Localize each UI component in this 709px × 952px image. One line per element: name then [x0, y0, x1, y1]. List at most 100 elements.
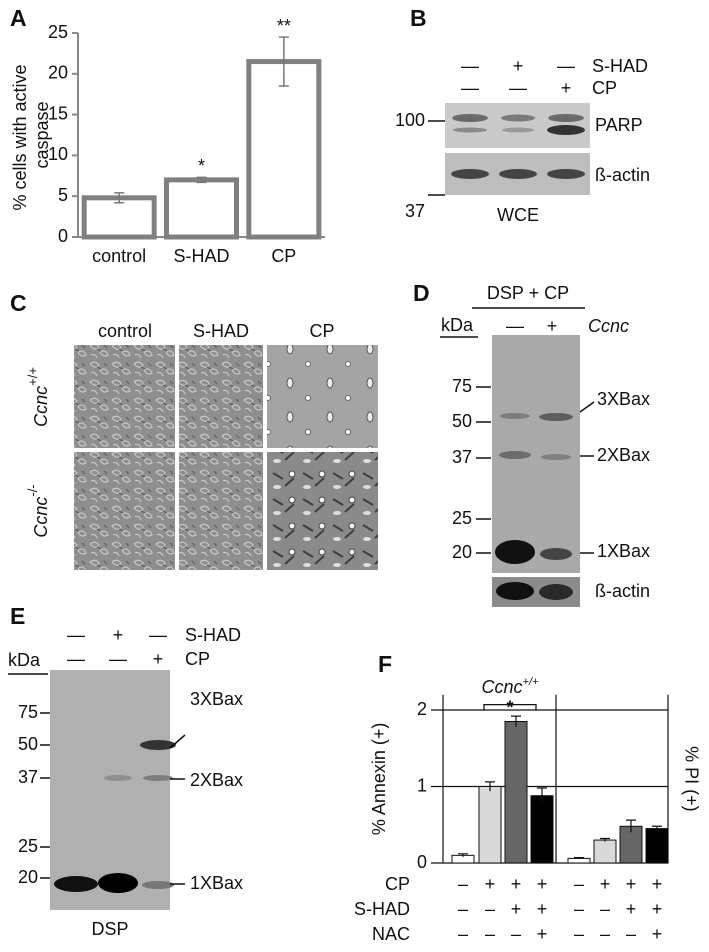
condition-sign: – [600, 899, 610, 919]
lane-sign: — [67, 649, 85, 669]
band [501, 114, 535, 122]
condition-sign: + [652, 874, 663, 894]
bar [478, 786, 502, 864]
caption: WCE [497, 205, 539, 225]
band [98, 873, 138, 893]
mw-marker: 25 [18, 836, 38, 856]
condition-sign: – [574, 899, 584, 919]
panel-label: D [413, 280, 430, 306]
band [143, 775, 173, 781]
error-bar [278, 36, 289, 87]
lane-sign: + [561, 78, 572, 98]
error-bar [626, 819, 636, 833]
band [142, 881, 174, 889]
micrograph [179, 345, 263, 448]
chart-title: Ccnc+/+ [482, 676, 539, 697]
bar [645, 828, 669, 864]
band [547, 169, 585, 179]
lane-sign: + [113, 625, 124, 645]
condition-sign: + [485, 874, 496, 894]
condition-sign: + [537, 924, 548, 944]
row-label: S-HAD [185, 625, 241, 645]
band-label: ß-actin [595, 165, 650, 185]
error-bar [196, 176, 207, 184]
column-label: S-HAD [193, 321, 249, 341]
error-bar [574, 857, 584, 860]
x-tick-label: control [92, 246, 146, 266]
condition-sign: + [652, 924, 663, 944]
y-tick-label: 10 [48, 144, 68, 164]
panel-label: C [10, 290, 27, 316]
band [496, 582, 534, 600]
blot-bax [50, 670, 170, 910]
bar [504, 720, 528, 864]
lane-sign: + [153, 649, 164, 669]
band [54, 876, 98, 892]
band-label: 3XBax [190, 689, 243, 709]
panel-label: E [10, 603, 25, 629]
condition-sign: + [511, 874, 522, 894]
error-bar [652, 825, 662, 831]
condition-sign: + [511, 899, 522, 919]
lane-sign: — [149, 625, 167, 645]
mw-marker: 20 [452, 542, 472, 562]
y-axis-label: % cells with active caspase [10, 59, 52, 210]
band [547, 125, 585, 135]
x-tick-label: S-HAD [173, 246, 229, 266]
lane-sign: — [109, 649, 127, 669]
genotype: +/+ [25, 367, 40, 386]
caption: DSP [91, 919, 128, 939]
band-label: 2XBax [190, 770, 243, 790]
band [540, 548, 572, 560]
mw-marker: 75 [452, 376, 472, 396]
mw-marker: 25 [452, 508, 472, 528]
significance-bracket [483, 703, 537, 711]
y-tick-label: 25 [48, 22, 68, 42]
bar [593, 839, 617, 864]
lane-sign: + [547, 316, 558, 336]
band [451, 169, 489, 179]
band [500, 413, 530, 419]
unit: kDa [8, 650, 41, 670]
micrograph [267, 452, 378, 570]
condition-sign: + [652, 899, 663, 919]
blot-d [440, 307, 595, 607]
band-label: ß-actin [595, 581, 650, 601]
lane-sign: — [506, 316, 524, 336]
error-bar [537, 787, 547, 804]
band [499, 169, 537, 179]
bar [246, 59, 322, 240]
band [541, 454, 571, 460]
band [453, 127, 487, 133]
genotype: -/- [25, 484, 40, 496]
mw-marker: 37 [405, 201, 425, 221]
micrograph [179, 452, 263, 570]
micrograph [267, 345, 378, 448]
error-bar [485, 781, 495, 792]
band-label: 3XBax [597, 389, 650, 409]
error-bar [458, 853, 468, 857]
panel-label: B [410, 5, 427, 31]
band-label: PARP [595, 115, 643, 135]
y-tick-label: 0 [417, 852, 427, 872]
y-tick-label: 0 [58, 226, 68, 246]
condition-sign: – [458, 899, 468, 919]
row-label: CP [185, 649, 210, 669]
lane-sign: — [461, 56, 479, 76]
pointer [169, 734, 186, 749]
gene: Ccnc [31, 497, 51, 538]
lane-sign: — [509, 78, 527, 98]
mw-marker: 20 [18, 867, 38, 887]
band-label: 2XBax [597, 445, 650, 465]
band [452, 114, 488, 122]
band [140, 740, 176, 750]
bar [81, 195, 157, 240]
error-bar [114, 192, 125, 204]
condition-sign: – [458, 924, 468, 944]
treatment: DSP + CP [487, 283, 569, 303]
y2-axis-label: % PI (+) [681, 746, 701, 812]
blot-b [428, 103, 590, 196]
band [495, 540, 535, 564]
condition-sign: – [574, 874, 584, 894]
